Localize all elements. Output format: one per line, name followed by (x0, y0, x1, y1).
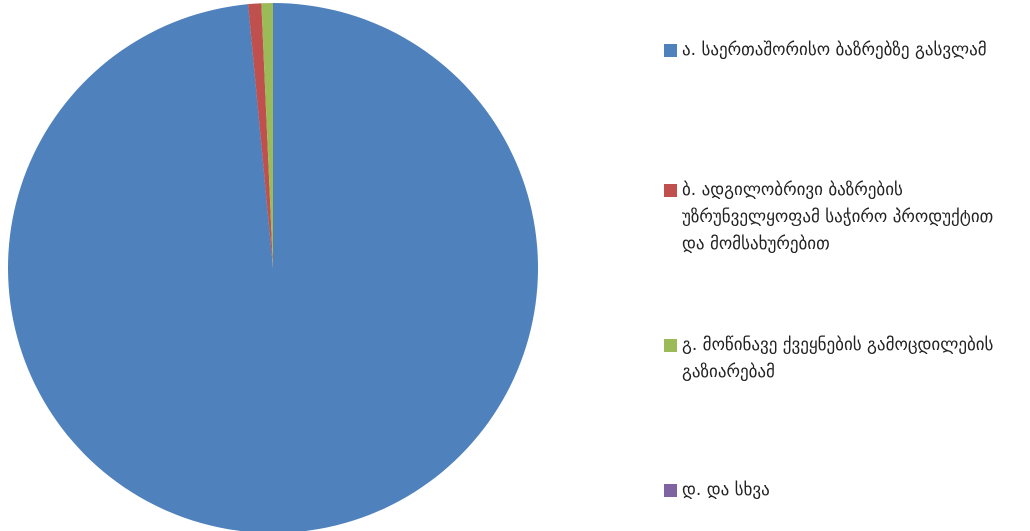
legend-item: ბ. ადგილობრივი ბაზრების უზრუნველყოფამ სა… (664, 177, 1014, 258)
pie-slice (261, 3, 273, 268)
legend-swatch (664, 484, 677, 497)
pie-slice (248, 3, 273, 268)
legend-label: ა. საერთაშორისო ბაზრებზე გასვლამ (682, 40, 987, 60)
legend-swatch (664, 44, 677, 57)
legend-label: დ. და სხვა (682, 480, 770, 500)
legend-item: გ. მოწინავე ქვეყნების გამოცდილების გაზია… (664, 332, 1014, 386)
legend-label: გ. მოწინავე ქვეყნების გამოცდილების გაზია… (682, 335, 994, 382)
pie-slice (8, 3, 538, 531)
legend-item: დ. და სხვა (664, 477, 1014, 504)
legend-item: ა. საერთაშორისო ბაზრებზე გასვლამ (664, 37, 1014, 64)
legend-label: ბ. ადგილობრივი ბაზრების უზრუნველყოფამ სა… (682, 180, 994, 254)
legend-swatch (664, 339, 677, 352)
pie-area (8, 3, 538, 531)
legend-swatch (664, 184, 677, 197)
